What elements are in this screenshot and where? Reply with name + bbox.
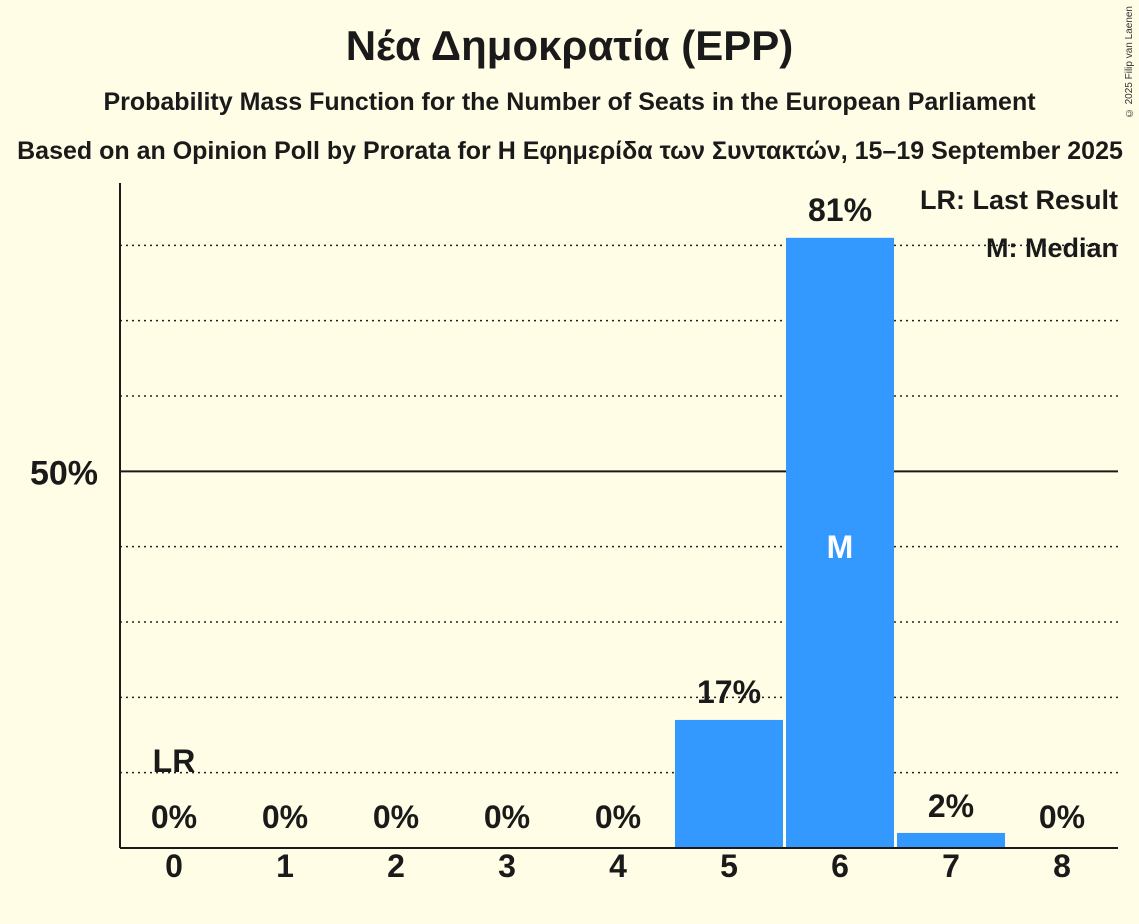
median-marker: M (827, 529, 854, 565)
x-tick-label-4: 4 (609, 848, 627, 884)
data-label-4: 0% (595, 799, 641, 835)
bar-7 (897, 832, 1005, 848)
y-tick-label: 50% (30, 454, 98, 492)
x-tick-label-2: 2 (387, 848, 405, 884)
x-tick-label-0: 0 (165, 848, 183, 884)
data-label-3: 0% (484, 799, 530, 835)
data-label-6: 81% (808, 192, 872, 228)
bar-6 (786, 237, 894, 849)
legend-last-result: LR: Last Result (920, 185, 1118, 215)
data-label-1: 0% (262, 799, 308, 835)
legend-median: M: Median (986, 233, 1118, 263)
x-tick-label-3: 3 (498, 848, 516, 884)
chart-subtitle: Probability Mass Function for the Number… (103, 88, 1036, 116)
data-label-2: 0% (373, 799, 419, 835)
x-tick-label-1: 1 (276, 848, 294, 884)
x-tick-label-6: 6 (831, 848, 849, 884)
data-label-5: 17% (697, 674, 761, 710)
bar-5 (675, 719, 783, 848)
data-label-8: 0% (1039, 799, 1085, 835)
x-tick-label-8: 8 (1053, 848, 1071, 884)
chart-title: Νέα Δημοκρατία (EPP) (345, 22, 794, 69)
data-label-0: 0% (151, 799, 197, 835)
chart-source-subtitle: Based on an Opinion Poll by Prorata for … (17, 137, 1123, 165)
x-tick-label-5: 5 (720, 848, 738, 884)
x-tick-label-7: 7 (942, 848, 960, 884)
data-label-7: 2% (928, 788, 974, 824)
last-result-marker: LR (153, 743, 196, 779)
